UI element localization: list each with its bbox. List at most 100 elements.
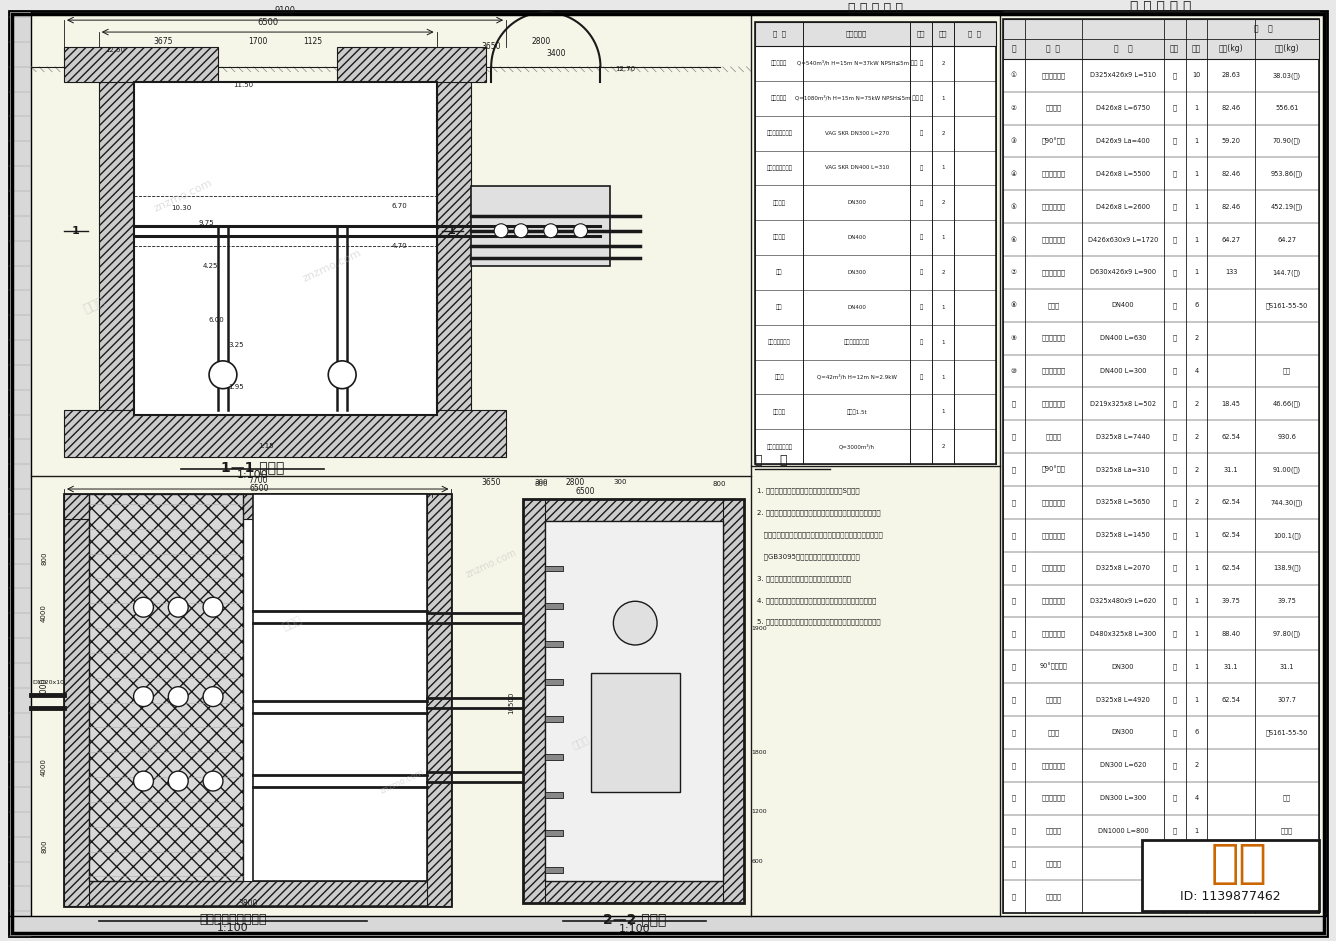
Text: 953.86(估): 953.86(估) xyxy=(1271,170,1303,177)
Text: 钢: 钢 xyxy=(1173,795,1177,802)
Text: 46.66(估): 46.66(估) xyxy=(1273,401,1301,407)
Text: 1:100: 1:100 xyxy=(619,924,651,934)
Bar xyxy=(591,673,680,792)
Text: 潜水排污泵: 潜水排污泵 xyxy=(771,95,787,101)
Text: 930.6: 930.6 xyxy=(1277,434,1296,439)
Text: 知末: 知末 xyxy=(1210,842,1268,887)
Text: ⑩: ⑩ xyxy=(1011,368,1017,374)
Circle shape xyxy=(168,687,188,707)
Text: D426x8 L=2600: D426x8 L=2600 xyxy=(1096,204,1150,210)
Text: 31.1: 31.1 xyxy=(1280,663,1295,670)
Text: 1: 1 xyxy=(72,226,80,236)
Text: znzmo.com: znzmo.com xyxy=(378,768,425,796)
Text: 钢: 钢 xyxy=(1173,269,1177,276)
Text: 排污钢管: 排污钢管 xyxy=(1046,104,1061,111)
Text: 39.75: 39.75 xyxy=(1277,598,1296,604)
Text: D630x426x9 L=900: D630x426x9 L=900 xyxy=(1090,269,1156,276)
Text: 800: 800 xyxy=(713,481,727,487)
Text: 1: 1 xyxy=(942,235,945,240)
Text: 62.54: 62.54 xyxy=(1221,696,1241,703)
Text: 2: 2 xyxy=(1194,401,1198,407)
Text: 闸阀液压驱动装置: 闸阀液压驱动装置 xyxy=(767,166,792,170)
Text: 钢90°弯管: 钢90°弯管 xyxy=(1042,466,1065,473)
Text: znzmo.com: znzmo.com xyxy=(464,548,518,580)
Text: 类型综合选择排列方案，完整项目包括阀门适配性与维修通道。: 类型综合选择排列方案，完整项目包括阀门适配性与维修通道。 xyxy=(758,532,883,538)
Text: ⑫: ⑫ xyxy=(1011,434,1015,440)
Text: ④: ④ xyxy=(1011,171,1017,177)
Text: 钢: 钢 xyxy=(1173,828,1177,835)
Text: 钢: 钢 xyxy=(1173,532,1177,538)
Text: D426x8 L=6750: D426x8 L=6750 xyxy=(1096,105,1150,111)
Circle shape xyxy=(208,360,236,389)
Text: 3800: 3800 xyxy=(238,899,258,908)
Bar xyxy=(437,77,472,414)
Text: ⑥: ⑥ xyxy=(1011,236,1017,243)
Text: ⑱: ⑱ xyxy=(1011,630,1015,637)
Text: 6500: 6500 xyxy=(257,18,278,27)
Text: DN400 L=630: DN400 L=630 xyxy=(1100,335,1146,342)
Text: 钢90°弯管: 钢90°弯管 xyxy=(1042,137,1065,145)
Text: 副: 副 xyxy=(919,270,923,276)
Text: 排放主管: 排放主管 xyxy=(1046,828,1061,835)
Text: 7700: 7700 xyxy=(248,476,267,485)
Text: D325x8 L=2070: D325x8 L=2070 xyxy=(1096,566,1150,571)
Text: znzmo.com: znzmo.com xyxy=(152,178,214,214)
Text: 蝶阀夺: 蝶阀夺 xyxy=(1047,729,1059,736)
Text: 排放主管: 排放主管 xyxy=(1046,696,1061,703)
Bar xyxy=(1003,19,1319,913)
Text: D325x8 L=5650: D325x8 L=5650 xyxy=(1096,500,1150,505)
Text: 钢: 钢 xyxy=(1173,729,1177,736)
Text: 1125: 1125 xyxy=(303,38,322,46)
Text: 800: 800 xyxy=(41,551,47,566)
Text: 参S161-55-50: 参S161-55-50 xyxy=(1265,729,1308,736)
Text: 钢: 钢 xyxy=(1173,401,1177,407)
Text: D325x480x9 L=620: D325x480x9 L=620 xyxy=(1090,598,1156,604)
Text: Q=1080m³/h H=15m N=75kW NPSH≤5m 抽细: Q=1080m³/h H=15m N=75kW NPSH≤5m 抽细 xyxy=(795,95,919,102)
Text: 2: 2 xyxy=(942,61,945,66)
Text: 斜接排污钢管: 斜接排污钢管 xyxy=(1042,236,1065,243)
Text: 82.46: 82.46 xyxy=(1221,204,1241,210)
Text: D325x8 La=310: D325x8 La=310 xyxy=(1096,467,1150,472)
Text: DN300: DN300 xyxy=(847,270,866,275)
Text: 70.90(估): 70.90(估) xyxy=(1273,137,1301,144)
Text: 38.03(估): 38.03(估) xyxy=(1273,72,1301,79)
Text: 闸板止水套管: 闸板止水套管 xyxy=(1042,335,1065,342)
Text: 1: 1 xyxy=(1194,598,1198,604)
Text: 重    量: 重 量 xyxy=(1253,24,1272,34)
Text: 总重(kg): 总重(kg) xyxy=(1275,44,1299,54)
Text: 名  称: 名 称 xyxy=(772,31,786,38)
Text: Q=540m³/h H=15m N=37kW NPSH≤5m 抽粗: Q=540m³/h H=15m N=37kW NPSH≤5m 抽粗 xyxy=(796,60,916,67)
Text: 3400: 3400 xyxy=(546,50,565,58)
Text: 排涝泵: 排涝泵 xyxy=(775,375,784,380)
Text: 1: 1 xyxy=(1194,105,1198,111)
Bar xyxy=(64,47,218,82)
Text: 2: 2 xyxy=(1194,500,1198,505)
Text: 1: 1 xyxy=(1194,696,1198,703)
Text: 6500: 6500 xyxy=(250,484,270,493)
Text: 钢: 钢 xyxy=(1173,696,1177,703)
Text: ⑧: ⑧ xyxy=(1011,302,1017,309)
Text: 1:100: 1:100 xyxy=(236,470,269,480)
Text: 1.15: 1.15 xyxy=(258,443,274,449)
Bar xyxy=(545,755,562,760)
Text: 防腐涂料: 防腐涂料 xyxy=(1046,861,1061,868)
Text: znzmo.com: znzmo.com xyxy=(302,247,363,283)
Text: 闸板止水套管: 闸板止水套管 xyxy=(1042,762,1065,769)
Text: 6.00: 6.00 xyxy=(208,317,224,323)
Text: m²: m² xyxy=(1192,894,1201,900)
Text: ㉑: ㉑ xyxy=(1011,729,1015,736)
Text: 钢: 钢 xyxy=(1173,335,1177,342)
Text: 斜接排污钢管: 斜接排污钢管 xyxy=(1042,565,1065,571)
Text: 闸板止水套管: 闸板止水套管 xyxy=(1042,368,1065,375)
Bar xyxy=(522,499,744,903)
Circle shape xyxy=(203,598,223,617)
Text: 97.80(估): 97.80(估) xyxy=(1273,630,1301,637)
Text: 1: 1 xyxy=(1194,828,1198,834)
Bar xyxy=(90,494,243,882)
Text: DN300: DN300 xyxy=(847,200,866,205)
Text: 1: 1 xyxy=(1194,566,1198,571)
Text: 2: 2 xyxy=(1194,467,1198,472)
Text: 800: 800 xyxy=(534,481,548,487)
Text: 138.9(估): 138.9(估) xyxy=(1273,565,1301,571)
Circle shape xyxy=(613,601,657,645)
